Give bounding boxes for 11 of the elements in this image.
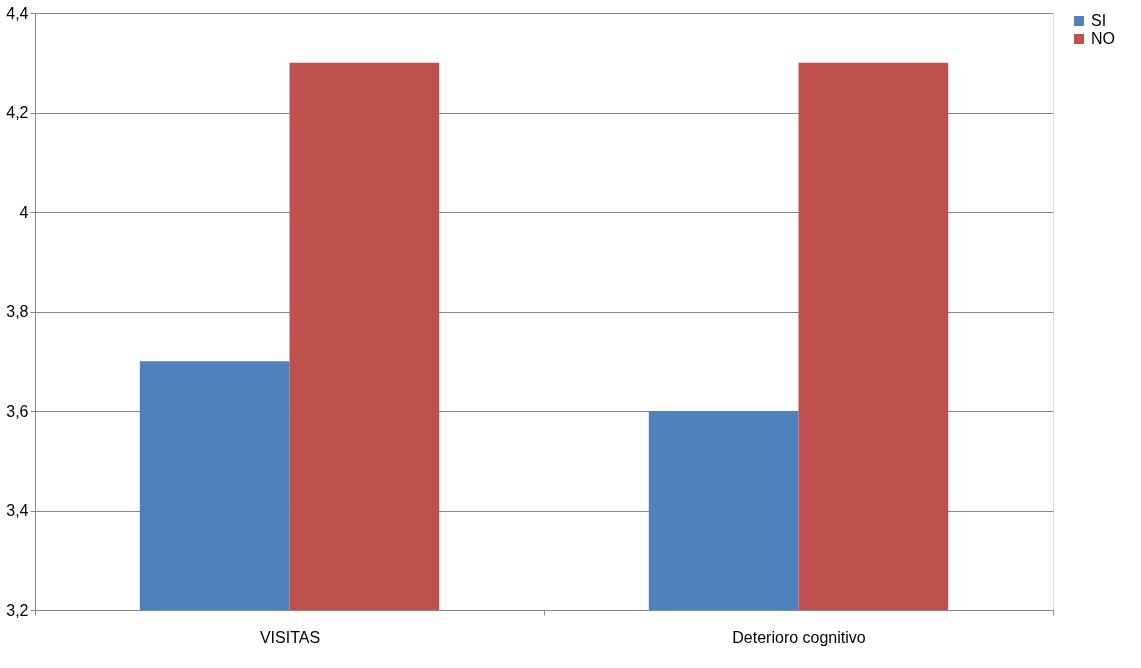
y-tick-label: 4,4 bbox=[6, 4, 29, 22]
legend-label: NO bbox=[1091, 30, 1115, 47]
y-tick-label: 4 bbox=[19, 203, 29, 221]
y-tick-label: 4,2 bbox=[6, 104, 29, 121]
x-tick-label: Deterioro cognitivo bbox=[732, 628, 866, 646]
y-tick-label: 3,8 bbox=[6, 303, 29, 320]
y-tick-label: 3,4 bbox=[6, 502, 29, 519]
x-tick-label: VISITAS bbox=[259, 628, 321, 646]
y-tick-label: 3,6 bbox=[6, 402, 29, 420]
y-tick-label: 3,2 bbox=[6, 601, 29, 619]
legend-label: SI bbox=[1091, 12, 1107, 29]
